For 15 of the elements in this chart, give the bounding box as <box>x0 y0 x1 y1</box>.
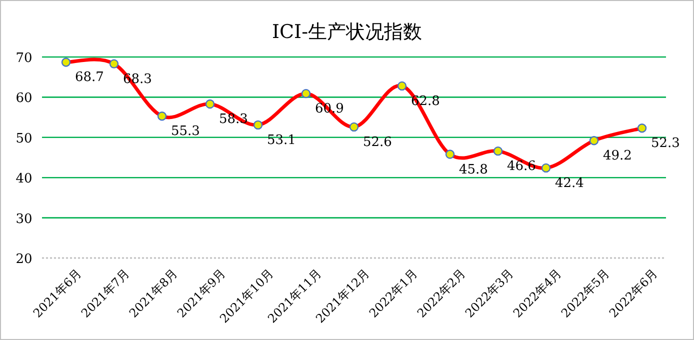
y-tick-label: 20 <box>16 252 32 267</box>
data-label: 42.4 <box>555 176 584 191</box>
y-tick-label: 60 <box>16 91 32 106</box>
data-label: 68.7 <box>75 70 104 86</box>
data-label: 52.6 <box>363 134 392 150</box>
data-label: 45.8 <box>459 162 488 178</box>
y-tick-label: 40 <box>16 172 32 187</box>
chart-title: ICI-生产状况指数 <box>272 21 422 43</box>
data-label: 52.3 <box>651 136 680 152</box>
data-label: 55.3 <box>171 124 200 140</box>
data-label: 49.2 <box>603 148 632 164</box>
y-tick-label: 70 <box>16 51 32 66</box>
y-tick-label: 30 <box>16 212 32 227</box>
y-tick-label: 50 <box>16 131 32 146</box>
data-label: 46.6 <box>507 159 536 174</box>
